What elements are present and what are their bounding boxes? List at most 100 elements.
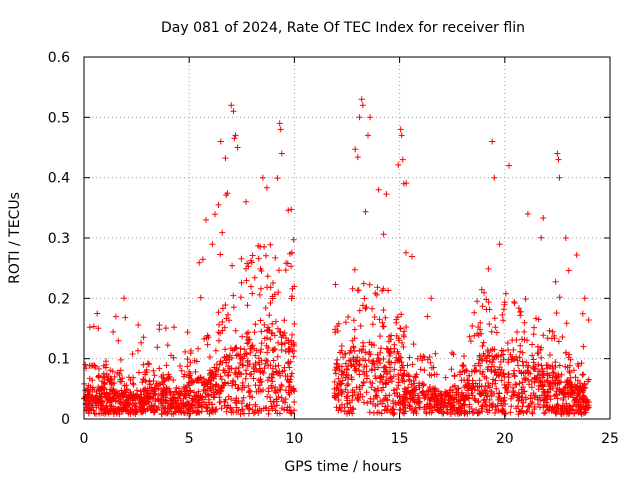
data-point [118, 408, 125, 415]
data-point [534, 343, 541, 350]
data-point [359, 302, 366, 309]
data-point [261, 321, 268, 328]
data-point [184, 388, 191, 395]
data-point [397, 126, 404, 133]
data-point [371, 362, 378, 368]
data-point [123, 382, 130, 389]
data-point [288, 263, 295, 270]
data-point [238, 400, 245, 407]
data-point [216, 321, 222, 328]
data-point [188, 347, 194, 354]
data-point [182, 402, 189, 408]
data-point [184, 363, 191, 370]
data-point [109, 395, 116, 401]
data-point [156, 365, 163, 372]
data-point [221, 402, 228, 409]
data-point [379, 319, 386, 326]
data-point [188, 375, 195, 382]
data-point [257, 376, 264, 383]
data-point [237, 411, 244, 418]
data-point [525, 362, 532, 369]
data-point [127, 396, 134, 403]
data-point [405, 372, 412, 379]
data-point [515, 389, 522, 396]
data-point [530, 390, 537, 397]
data-point [517, 342, 524, 349]
data-point [344, 382, 350, 389]
data-point [151, 384, 158, 391]
data-point [510, 346, 517, 353]
data-point [498, 367, 505, 373]
data-point [225, 311, 231, 318]
data-point [503, 385, 510, 392]
data-point [250, 375, 257, 382]
data-point [403, 249, 409, 256]
data-point [225, 380, 232, 387]
data-point [367, 114, 374, 121]
data-point [455, 391, 462, 398]
data-point [335, 375, 342, 382]
data-point [516, 368, 523, 374]
data-point [401, 388, 408, 395]
data-point [370, 396, 377, 402]
data-point [461, 353, 467, 360]
data-point [100, 410, 107, 417]
data-point [196, 259, 203, 266]
data-point [223, 192, 230, 199]
data-point [285, 360, 291, 367]
data-point [248, 283, 254, 290]
data-point [492, 380, 499, 387]
data-point [366, 409, 373, 416]
data-point [377, 360, 384, 367]
data-point [415, 392, 422, 399]
data-point [277, 372, 284, 379]
data-point [388, 406, 395, 413]
data-point [537, 397, 544, 403]
data-point [544, 365, 551, 372]
data-point [531, 379, 538, 386]
data-point [575, 363, 582, 369]
data-point [288, 249, 295, 256]
data-point [558, 371, 565, 378]
data-point [261, 365, 268, 372]
data-point [363, 304, 370, 311]
data-point [144, 385, 151, 392]
data-point [243, 277, 250, 284]
data-point [438, 402, 445, 409]
data-point [465, 385, 472, 392]
data-point [420, 353, 427, 360]
data-point [552, 278, 559, 285]
data-point [198, 374, 204, 381]
data-point [393, 332, 400, 339]
data-point [217, 388, 224, 395]
data-point [236, 370, 243, 377]
data-point [268, 374, 275, 381]
data-point [333, 392, 339, 399]
data-point [272, 254, 279, 261]
data-point [271, 291, 278, 298]
data-point [118, 378, 125, 385]
data-point [229, 382, 236, 389]
data-point [446, 400, 453, 407]
data-point [289, 370, 295, 377]
data-point [204, 408, 211, 415]
data-point [538, 354, 545, 361]
data-point [331, 378, 338, 385]
data-point [559, 408, 566, 414]
data-point [534, 350, 541, 357]
data-point [556, 362, 563, 369]
data-point [85, 398, 92, 404]
data-point [574, 399, 581, 405]
data-point [219, 305, 226, 312]
data-point [182, 348, 189, 355]
data-point [244, 340, 251, 347]
data-point [281, 317, 288, 324]
data-point [154, 344, 161, 351]
data-point [332, 367, 338, 373]
data-point [397, 325, 404, 332]
data-point [511, 392, 518, 398]
grid [84, 57, 610, 419]
data-point [86, 324, 93, 331]
data-point [554, 401, 561, 408]
data-point [244, 357, 251, 364]
